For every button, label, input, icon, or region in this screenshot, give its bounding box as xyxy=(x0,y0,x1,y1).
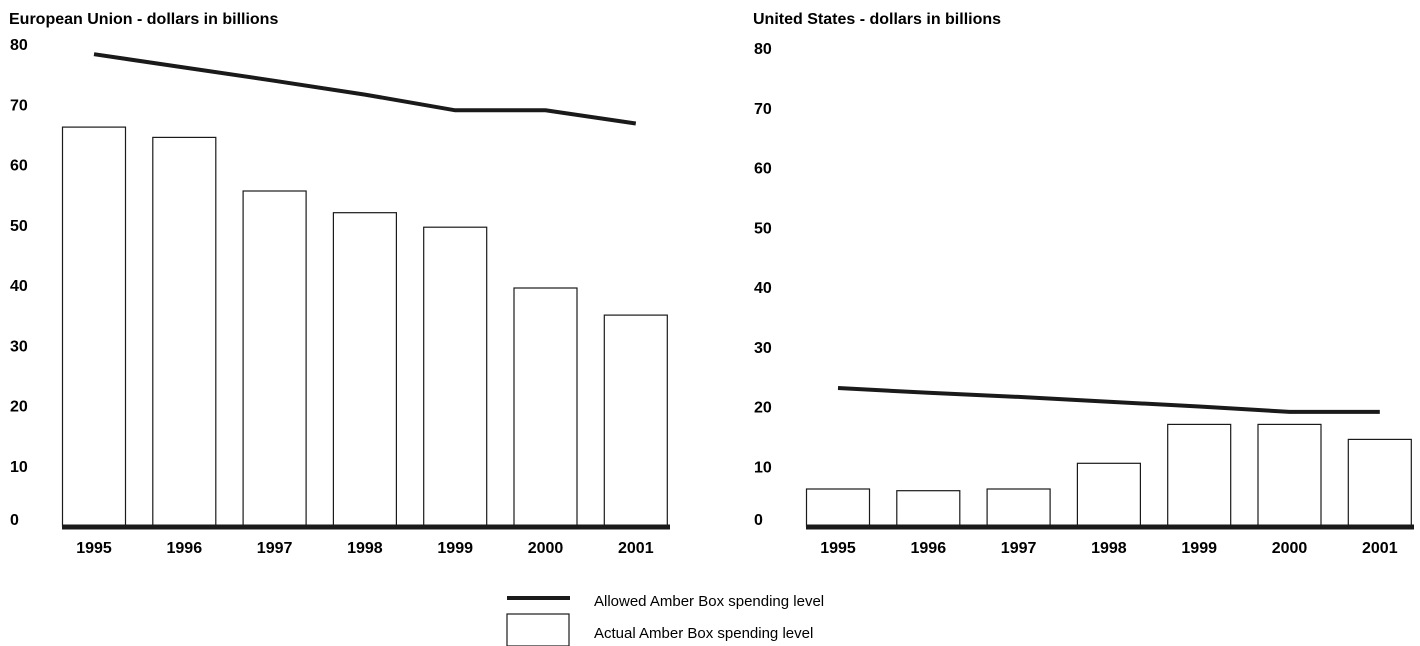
eu-x-tick-label-2000: 2000 xyxy=(528,540,564,557)
eu-y-tick-label: 20 xyxy=(10,399,28,416)
us-y-tick-label: 20 xyxy=(754,400,772,417)
us-bar-2000 xyxy=(1257,423,1322,527)
us-y-tick-label: 10 xyxy=(754,459,772,476)
eu-y-tick-label: 70 xyxy=(10,97,28,114)
eu-y-tick-label: 0 xyxy=(10,512,19,529)
eu-x-ticks: 1995 1996 1997 1998 1999 2000 2001 xyxy=(76,540,653,557)
eu-x-tick-label-1996: 1996 xyxy=(167,540,203,557)
us-bar-1999 xyxy=(1167,423,1232,527)
us-x-tick-label-1996: 1996 xyxy=(911,540,947,557)
us-x-tick-label-1997: 1997 xyxy=(1001,540,1037,557)
us-y-tick-label: 30 xyxy=(754,340,772,357)
us-allowed-line xyxy=(837,386,1380,414)
eu-allowed-line xyxy=(93,52,637,126)
eu-allowed-polyline xyxy=(93,52,637,126)
us-y-tick-label: 50 xyxy=(754,220,772,237)
us-chart: United States - dollars in billions 0 10 2… xyxy=(753,11,1414,557)
eu-x-tick-label-1998: 1998 xyxy=(347,540,383,557)
legend-actual-label: Actual Amber Box spending level xyxy=(594,625,813,642)
us-x-ticks: 1995 1996 1997 1998 1999 2000 2001 xyxy=(820,540,1397,557)
eu-bar-2000 xyxy=(513,287,578,527)
us-y-ticks: 0 10 20 30 40 50 60 70 80 xyxy=(754,41,772,529)
us-y-tick-label: 40 xyxy=(754,280,772,297)
eu-y-tick-label: 30 xyxy=(10,338,28,355)
eu-y-tick-label: 60 xyxy=(10,158,28,175)
us-chart-title: United States - dollars in billions xyxy=(753,11,1001,28)
us-bar-1997 xyxy=(986,488,1051,527)
legend-actual-box-swatch xyxy=(506,613,570,646)
us-x-tick-label-1995: 1995 xyxy=(820,540,856,557)
us-bar-2001 xyxy=(1347,438,1412,527)
eu-y-tick-label: 80 xyxy=(10,37,28,54)
us-y-tick-label: 80 xyxy=(754,41,772,58)
eu-chart: European Union - dollars in billions 0 10… xyxy=(9,11,670,557)
legend: Allowed Amber Box spending level Actual … xyxy=(506,593,824,646)
us-bar-1995 xyxy=(805,488,871,527)
eu-y-tick-label: 10 xyxy=(10,459,28,476)
us-bar-1996 xyxy=(896,490,961,527)
eu-bar-1997 xyxy=(242,190,307,527)
eu-bars xyxy=(61,126,668,527)
us-bars xyxy=(805,423,1412,527)
eu-bar-1995 xyxy=(61,126,127,527)
us-y-tick-label: 70 xyxy=(754,101,772,118)
eu-bar-1998 xyxy=(332,212,397,527)
us-bar-1998 xyxy=(1076,462,1142,527)
us-x-tick-label-2001: 2001 xyxy=(1362,540,1398,557)
us-allowed-polyline xyxy=(837,386,1380,414)
us-x-tick-label-2000: 2000 xyxy=(1272,540,1308,557)
legend-allowed-label: Allowed Amber Box spending level xyxy=(594,593,824,610)
eu-y-ticks: 0 10 20 30 40 50 60 70 80 xyxy=(10,37,28,529)
eu-bar-1999 xyxy=(423,226,488,527)
us-y-tick-label: 60 xyxy=(754,161,772,178)
eu-x-tick-label-1997: 1997 xyxy=(257,540,293,557)
us-x-tick-label-1999: 1999 xyxy=(1181,540,1217,557)
eu-x-tick-label-1999: 1999 xyxy=(437,540,473,557)
us-x-tick-label-1998: 1998 xyxy=(1091,540,1127,557)
eu-y-tick-label: 50 xyxy=(10,218,28,235)
us-y-tick-label: 0 xyxy=(754,512,763,529)
eu-chart-title: European Union - dollars in billions xyxy=(9,11,278,28)
eu-x-tick-label-2001: 2001 xyxy=(618,540,654,557)
eu-x-tick-label-1995: 1995 xyxy=(76,540,112,557)
eu-bar-1996 xyxy=(152,136,217,527)
eu-bar-2001 xyxy=(603,314,668,527)
eu-y-tick-label: 40 xyxy=(10,278,28,295)
